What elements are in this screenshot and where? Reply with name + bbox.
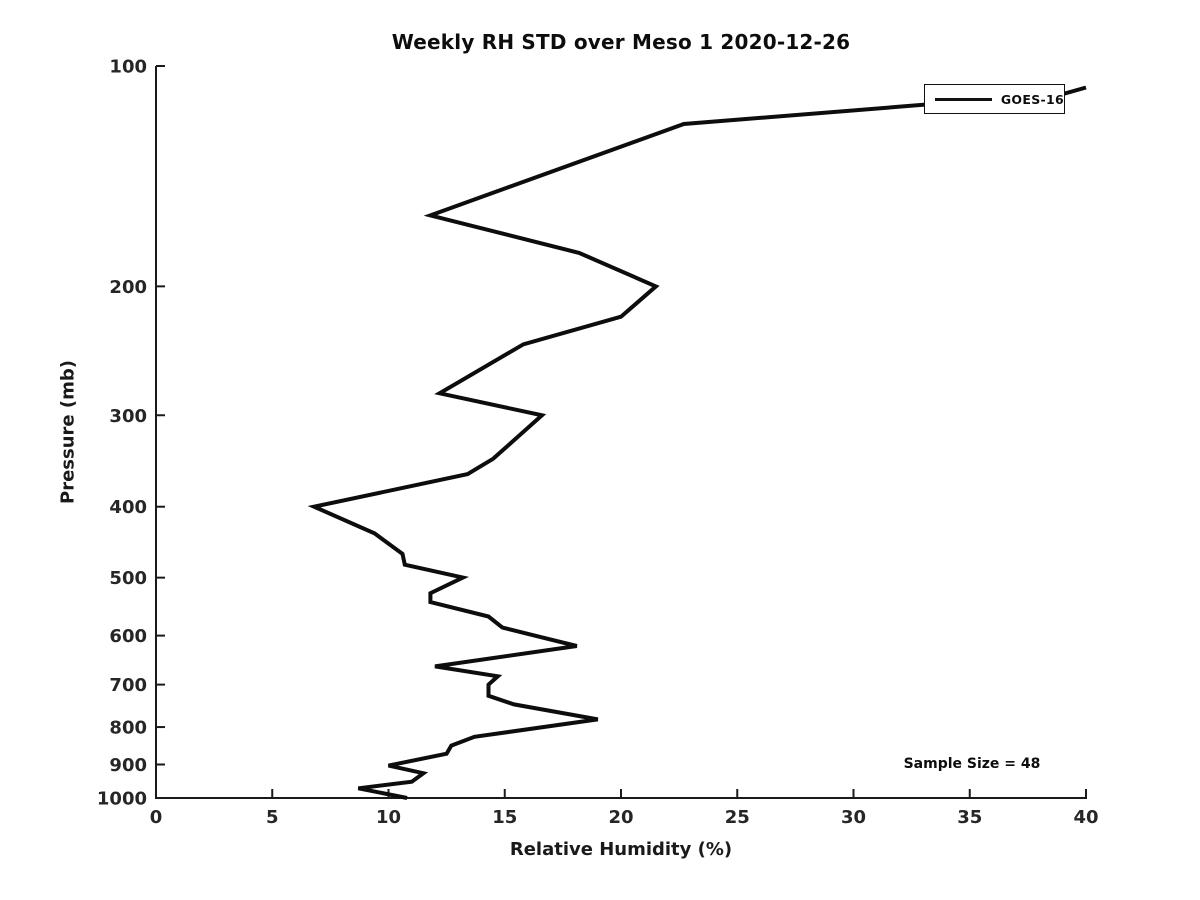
legend-label: GOES-16 [1000,91,1064,107]
y-tick-label: 500 [109,568,147,589]
y-tick-label: 800 [109,718,147,739]
y-tick-label: 100 [109,57,147,78]
axis-spines [155,66,1087,799]
y-tick-label: 1000 [97,789,147,810]
x-tick-label: 40 [1073,807,1098,828]
y-tick-label: 600 [109,626,147,647]
y-tick-label: 400 [109,497,147,518]
x-tick-label: 15 [492,807,517,828]
series-line-goes-16 [307,85,1087,800]
y-tick-label: 200 [109,277,147,298]
legend-line-sample [935,97,992,101]
y-axis-label: Pressure (mb) [57,360,79,504]
x-tick-label: 0 [150,807,163,828]
x-tick-label: 30 [841,807,866,828]
x-tick-label: 20 [608,807,633,828]
x-axis-label: Relative Humidity (%) [509,839,733,860]
legend: GOES-16 [924,84,1065,114]
x-tick-label: 5 [266,807,279,828]
y-tick-label: 300 [109,406,147,427]
x-tick-label: 25 [725,807,750,828]
chart-title: Weekly RH STD over Meso 1 2020-12-26 [391,30,851,54]
y-tick-label: 700 [109,675,147,696]
x-tick-label: 10 [376,807,401,828]
sample-size-annotation: Sample Size = 48 [903,756,1041,772]
x-tick-label: 35 [957,807,982,828]
y-tick-label: 900 [109,755,147,776]
